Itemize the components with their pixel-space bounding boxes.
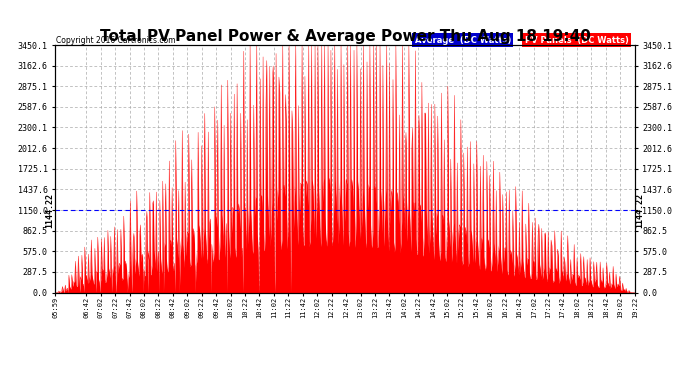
Title: Total PV Panel Power & Average Power Thu Aug 18 19:40: Total PV Panel Power & Average Power Thu…: [99, 29, 591, 44]
Text: Copyright 2016 Cartronics.com: Copyright 2016 Cartronics.com: [56, 36, 175, 45]
Text: 1144.22: 1144.22: [46, 193, 55, 228]
Text: 1144.22: 1144.22: [635, 193, 644, 228]
Text: PV Panels  (DC Watts): PV Panels (DC Watts): [524, 36, 629, 45]
Text: Average  (DC Watts): Average (DC Watts): [415, 36, 511, 45]
